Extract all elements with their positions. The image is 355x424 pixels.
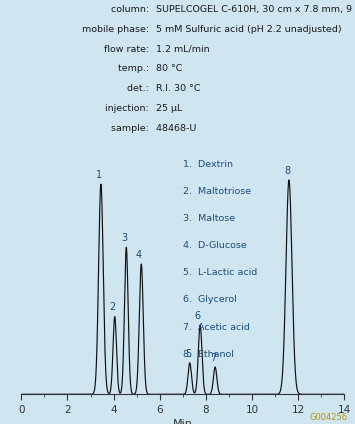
Text: 48468-U: 48468-U bbox=[153, 124, 196, 133]
Text: 2: 2 bbox=[109, 302, 116, 312]
Text: 3.  Maltose: 3. Maltose bbox=[183, 214, 235, 223]
Text: 8.  Ethanol: 8. Ethanol bbox=[183, 350, 234, 359]
Text: 80 °C: 80 °C bbox=[153, 64, 182, 73]
Text: 5 mM Sulfuric acid (pH 2.2 unadjusted): 5 mM Sulfuric acid (pH 2.2 unadjusted) bbox=[153, 25, 341, 33]
Text: sample:: sample: bbox=[96, 124, 149, 133]
Text: 1.  Dextrin: 1. Dextrin bbox=[183, 160, 233, 169]
Text: mobile phase:: mobile phase: bbox=[82, 25, 149, 33]
Text: 4: 4 bbox=[136, 250, 142, 260]
X-axis label: Min: Min bbox=[173, 419, 193, 424]
Text: temp.:: temp.: bbox=[100, 64, 149, 73]
Text: G004256: G004256 bbox=[310, 413, 348, 422]
Text: 6: 6 bbox=[195, 311, 201, 321]
Text: flow rate:: flow rate: bbox=[95, 45, 149, 53]
Text: 5.  L-Lactic acid: 5. L-Lactic acid bbox=[183, 268, 257, 277]
Text: 1.2 mL/min: 1.2 mL/min bbox=[153, 45, 209, 53]
Text: 5: 5 bbox=[185, 349, 191, 359]
Text: injection:: injection: bbox=[99, 104, 149, 113]
Text: 4.  D-Glucose: 4. D-Glucose bbox=[183, 241, 247, 250]
Text: 6.  Glycerol: 6. Glycerol bbox=[183, 296, 236, 304]
Text: 25 μL: 25 μL bbox=[153, 104, 182, 113]
Text: 2.  Maltotriose: 2. Maltotriose bbox=[183, 187, 251, 196]
Text: R.I. 30 °C: R.I. 30 °C bbox=[153, 84, 200, 93]
Text: 7: 7 bbox=[210, 353, 217, 363]
Text: 7.  Acetic acid: 7. Acetic acid bbox=[183, 323, 250, 332]
Text: det.:: det.: bbox=[103, 84, 149, 93]
Text: 3: 3 bbox=[121, 233, 127, 243]
Text: SUPELCOGEL C-610H, 30 cm x 7.8 mm, 9 μm (59320-U): SUPELCOGEL C-610H, 30 cm x 7.8 mm, 9 μm … bbox=[153, 5, 355, 14]
Text: column:: column: bbox=[96, 5, 149, 14]
Text: 8: 8 bbox=[284, 166, 290, 176]
Text: 1: 1 bbox=[96, 170, 102, 180]
